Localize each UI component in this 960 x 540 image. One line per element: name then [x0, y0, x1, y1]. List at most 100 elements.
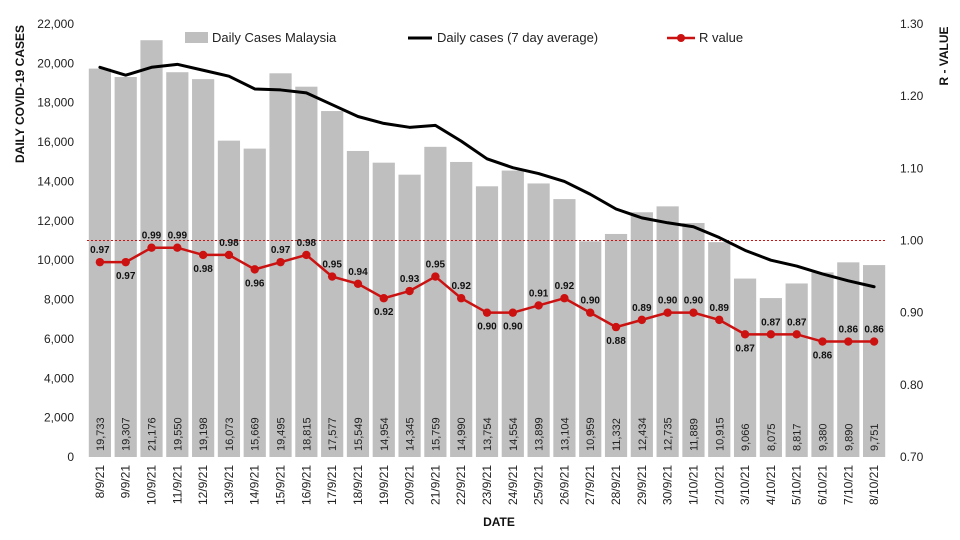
x-tick-label: 18/9/21: [351, 465, 365, 505]
y-tick-label: 20,000: [37, 56, 74, 70]
r-value-point: [147, 243, 156, 252]
y2-tick-label: 1.10: [900, 161, 924, 175]
r-value-point: [869, 337, 879, 346]
x-tick-label: 29/9/21: [635, 465, 649, 505]
x-tick-label: 8/10/21: [867, 465, 881, 505]
x-tick-label: 24/9/21: [506, 465, 520, 505]
bar-23/9/21: [475, 186, 499, 458]
r-value-point: [766, 330, 776, 339]
line-series-r-value: [95, 243, 879, 346]
bar-27/9/21: [579, 241, 602, 457]
bar-8/10/21: [863, 265, 886, 457]
r-value-point: [637, 315, 647, 325]
bar-value-label: 19,198: [198, 417, 210, 451]
bar-28/9/21: [604, 233, 628, 457]
bar-16/9/21: [295, 86, 318, 458]
r-value-point: [663, 308, 672, 317]
r-value-label: 0.94: [348, 267, 368, 278]
y-axis-title: DAILY COVID-19 CASES: [13, 25, 27, 163]
x-tick-label: 9/9/21: [119, 465, 133, 499]
r-value-point: [250, 265, 259, 274]
r-value-label: 0.93: [400, 274, 420, 285]
y2-tick-label: 0.80: [900, 378, 924, 392]
bar-value-label: 12,434: [637, 417, 649, 451]
r-value-label: 0.89: [710, 303, 730, 314]
r-value-point: [689, 308, 698, 317]
seven-day-average-line: [98, 62, 876, 289]
r-value-point: [405, 286, 414, 296]
r-value-point: [482, 308, 492, 317]
x-tick-label: 1/10/21: [686, 465, 700, 505]
r-value-label: 0.88: [606, 336, 626, 347]
r-value-point: [508, 308, 518, 317]
r-value-label: 0.86: [864, 325, 884, 336]
y-tick-label: 4,000: [44, 371, 74, 385]
bar-value-label: 19,307: [121, 417, 133, 451]
r-value-label: 0.96: [245, 278, 265, 289]
bar-value-labels: 19,733 19,307 21,176 19,550 19,198 16,073 15,6…: [95, 417, 881, 451]
x-tick-label: 14/9/21: [248, 465, 262, 505]
bar-value-label: 14,554: [508, 417, 520, 451]
x-tick-label: 17/9/21: [325, 465, 339, 505]
x-axis: 8/9/21 9/9/21 10/9/21 11/9/21 12/9/21 13/9/21…: [93, 465, 881, 505]
y-tick-label: 0: [67, 450, 74, 464]
r-value-label: 0.92: [555, 281, 575, 292]
r-value-label: 0.98: [193, 264, 213, 275]
bar-value-label: 13,754: [482, 417, 494, 451]
x-tick-label: 25/9/21: [532, 465, 546, 505]
bar-value-label: 8,817: [792, 423, 804, 451]
x-tick-label: 7/10/21: [841, 465, 855, 505]
x-tick-label: 4/10/21: [764, 465, 778, 505]
bar-value-label: 11,332: [611, 418, 623, 451]
legend-label-r-value: R value: [699, 30, 743, 45]
y-tick-label: 18,000: [37, 96, 74, 110]
r-value-point: [379, 294, 388, 303]
r-value-label: 0.89: [632, 303, 652, 314]
bar-value-label: 14,990: [456, 417, 468, 451]
r-value-point: [792, 330, 801, 339]
bar-30/9/21: [656, 206, 679, 457]
r-value-point: [302, 250, 311, 260]
r-value-point: [353, 279, 363, 288]
r-value-label: 0.97: [116, 271, 136, 282]
y2-tick-label: 0.90: [900, 306, 924, 320]
r-value-label: 0.91: [529, 288, 549, 299]
bar-21/9/21: [424, 146, 447, 457]
bar-value-label: 9,751: [869, 423, 881, 451]
bar-value-label: 9,890: [843, 423, 855, 451]
x-tick-label: 19/9/21: [377, 465, 391, 505]
r-value-label: 0.99: [142, 231, 162, 242]
r-value-label: 0.90: [477, 322, 497, 333]
y-tick-label: 10,000: [37, 253, 74, 267]
bar-3/10/21: [733, 278, 757, 457]
bar-7/10/21: [837, 262, 860, 457]
r-value-point: [740, 330, 750, 339]
x-tick-label: 23/9/21: [480, 465, 494, 505]
bar-value-label: 18,815: [301, 417, 313, 451]
x-tick-label: 22/9/21: [454, 465, 468, 505]
legend: Daily Cases Malaysia Daily cases (7 day a…: [185, 30, 743, 45]
r-value-point: [586, 308, 595, 317]
bar-value-label: 10,915: [714, 417, 726, 451]
bar-11/9/21: [166, 72, 189, 457]
legend-label-average: Daily cases (7 day average): [437, 30, 598, 45]
r-value-label: 0.87: [735, 343, 755, 354]
bar-18/9/21: [346, 150, 370, 457]
x-tick-label: 20/9/21: [403, 465, 417, 505]
y2-tick-label: 1.30: [900, 17, 924, 31]
r-value-point: [276, 257, 285, 267]
x-tick-label: 12/9/21: [196, 465, 210, 505]
bar-value-label: 17,577: [327, 417, 339, 451]
y2-axis-title: R - VALUE: [937, 26, 951, 85]
bar-19/9/21: [372, 162, 395, 457]
x-tick-label: 27/9/21: [583, 465, 597, 505]
x-tick-label: 10/9/21: [145, 465, 159, 505]
r-value-point: [560, 294, 569, 303]
bar-value-label: 13,104: [559, 417, 571, 451]
y-tick-label: 12,000: [37, 214, 74, 228]
bar-value-label: 13,899: [534, 417, 546, 451]
bar-value-label: 19,733: [95, 417, 107, 451]
left-y-axis: 0 2,000 4,000 6,000 8,000 10,000 12,000 14,000 1…: [37, 17, 74, 464]
